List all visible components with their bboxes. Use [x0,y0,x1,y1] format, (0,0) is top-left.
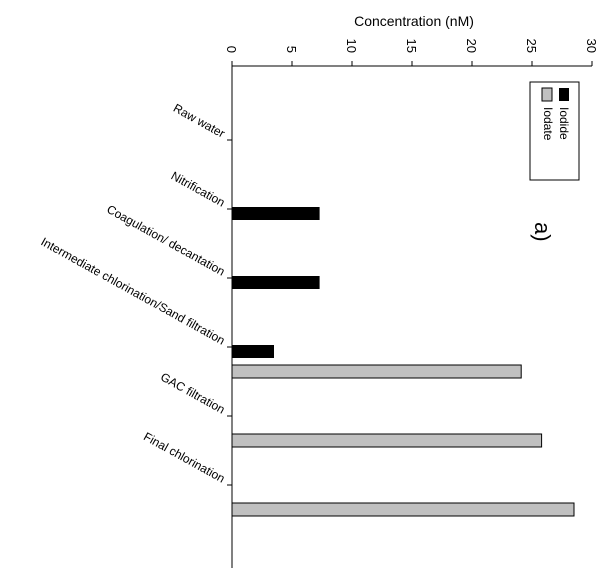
category-label: Coagulation/ decantation [104,202,227,279]
x-tick-label: 30 [584,39,599,53]
category-label: GAC filtration [158,370,227,417]
x-tick-label: 5 [284,46,299,53]
category-label: Final chlorination [141,429,227,485]
bar-iodate-3 [231,364,522,379]
legend-swatch-iodate [541,87,553,102]
category-label: Nitrification [169,169,228,210]
panel-label: a) [530,222,555,242]
x-tick-label: 10 [344,39,359,53]
legend-box [529,81,580,181]
x-tick-label: 0 [224,46,239,53]
bars-layer [231,207,575,517]
x-tick-label: 25 [524,39,539,53]
bar-iodate-5 [231,502,575,517]
x-tick-label: 15 [404,39,419,53]
legend-label-iodide: Iodide [557,107,571,140]
legend: Iodide Iodate [529,81,580,181]
bar-iodate-4 [231,433,543,448]
category-label: Raw water [171,101,227,141]
bar-iodide-2 [232,276,320,289]
x-axis-title: Concentration (nM) [354,13,474,29]
bar-iodide-1 [232,207,320,220]
legend-label-iodate: Iodate [541,107,555,141]
bar-iodide-3 [232,345,274,358]
x-tick-label: 20 [464,39,479,53]
legend-swatch-iodide [559,88,569,101]
x-axis-ticks: 0 5 10 15 20 25 30 [224,39,599,66]
